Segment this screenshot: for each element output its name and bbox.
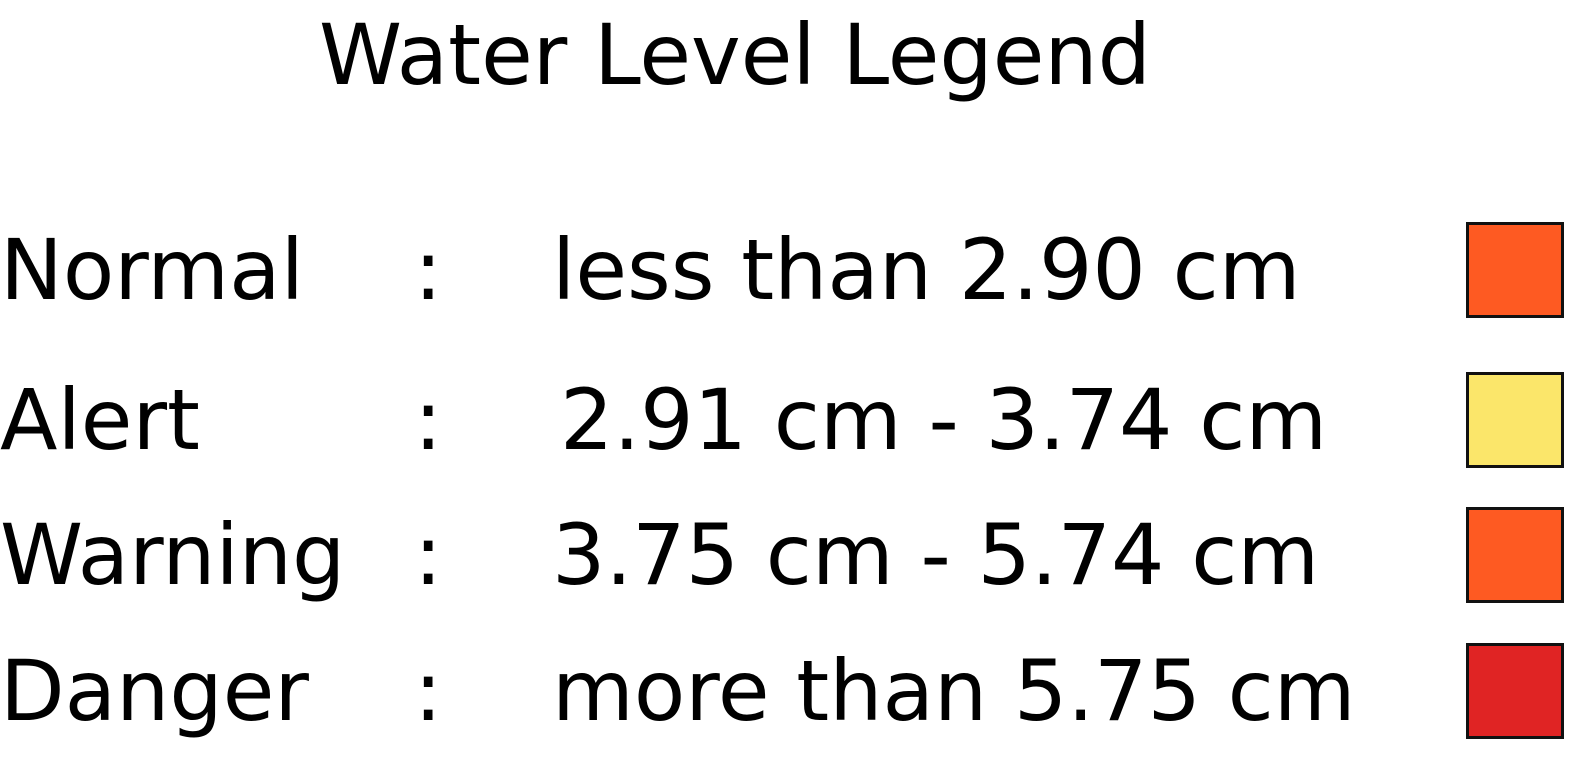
color-swatch (1466, 643, 1564, 739)
level-label: Danger (0, 642, 309, 740)
color-swatch (1466, 372, 1564, 468)
level-range: 2.91 cm - 3.74 cm (560, 371, 1328, 469)
legend-row-normal: Normal : less than 2.90 cm (0, 215, 1587, 325)
color-swatch (1466, 507, 1564, 603)
color-swatch (1466, 222, 1564, 318)
level-label: Warning (0, 506, 346, 604)
level-range: less than 2.90 cm (552, 221, 1301, 319)
legend-row-danger: Danger : more than 5.75 cm (0, 636, 1587, 746)
legend-title: Water Level Legend (318, 6, 1151, 104)
legend-row-warning: Warning : 3.75 cm - 5.74 cm (0, 500, 1587, 610)
level-label: Alert (0, 371, 200, 469)
separator: : (414, 221, 443, 319)
separator: : (414, 371, 443, 469)
level-label: Normal (0, 221, 304, 319)
level-range: 3.75 cm - 5.74 cm (552, 506, 1320, 604)
separator: : (414, 506, 443, 604)
legend-row-alert: Alert : 2.91 cm - 3.74 cm (0, 365, 1587, 475)
level-range: more than 5.75 cm (552, 642, 1356, 740)
separator: : (414, 642, 443, 740)
